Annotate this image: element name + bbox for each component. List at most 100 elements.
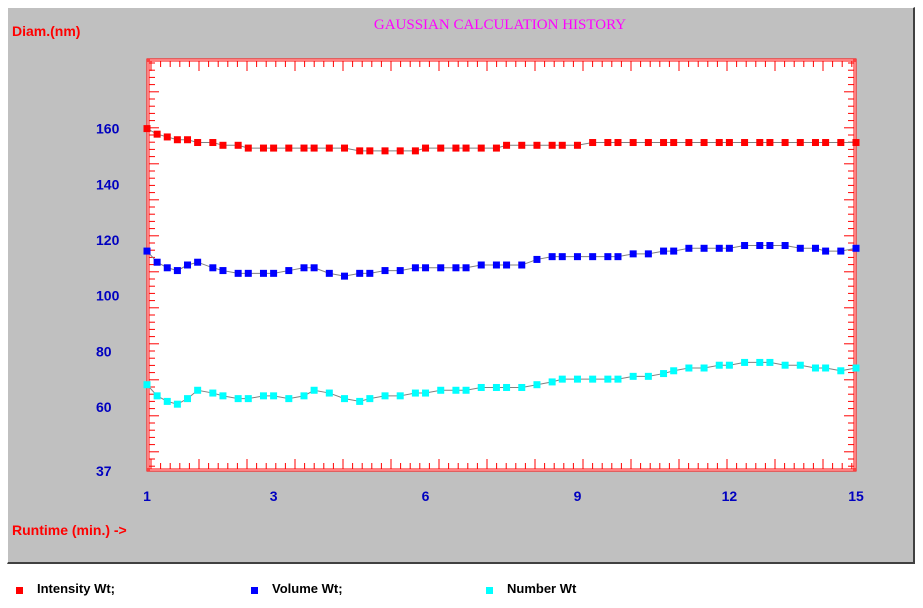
legend-swatch-number <box>486 586 493 594</box>
data-point <box>685 364 693 372</box>
data-point <box>811 364 819 372</box>
data-point <box>766 358 774 366</box>
data-point <box>163 264 171 272</box>
data-point <box>492 261 500 269</box>
data-point <box>573 375 581 383</box>
data-point <box>492 383 500 391</box>
data-point <box>644 250 652 258</box>
data-point <box>796 244 804 252</box>
data-point <box>356 269 364 277</box>
data-point <box>837 247 845 255</box>
data-point <box>741 139 749 147</box>
x-axis-label: Runtime (min.) -> <box>12 522 127 538</box>
data-point <box>411 264 419 272</box>
data-point <box>285 267 293 275</box>
data-point <box>219 141 227 149</box>
data-point <box>852 244 860 252</box>
y-tick-label: 100 <box>96 288 120 304</box>
data-point <box>700 139 708 147</box>
data-point <box>437 386 445 394</box>
data-point <box>781 242 789 250</box>
data-point <box>518 261 526 269</box>
data-point <box>300 144 308 152</box>
data-point <box>194 139 202 147</box>
data-point <box>219 392 227 400</box>
data-point <box>366 269 374 277</box>
data-point <box>685 139 693 147</box>
data-point <box>300 392 308 400</box>
x-tick-label: 3 <box>270 488 278 504</box>
data-point <box>533 255 541 263</box>
data-point <box>725 244 733 252</box>
data-point <box>589 139 597 147</box>
data-point <box>411 147 419 155</box>
chart: 37 60 80 100 120 140 160 1 3 6 9 12 15 GAUSSIAN CALC… <box>12 17 864 538</box>
data-point <box>310 144 318 152</box>
data-point <box>209 264 217 272</box>
data-point <box>629 250 637 258</box>
data-point <box>143 381 151 389</box>
data-point <box>143 125 151 133</box>
data-point <box>477 144 485 152</box>
data-point <box>244 144 252 152</box>
data-point <box>796 361 804 369</box>
data-point <box>194 258 202 266</box>
data-point <box>660 370 668 378</box>
data-point <box>173 136 181 144</box>
data-point <box>811 139 819 147</box>
data-point <box>822 139 830 147</box>
data-point <box>533 141 541 149</box>
data-point <box>381 392 389 400</box>
x-tick-label: 9 <box>574 488 582 504</box>
data-point <box>766 139 774 147</box>
data-point <box>194 386 202 394</box>
legend-label-volume: Volume Wt; <box>272 580 343 596</box>
y-tick-label: 60 <box>96 399 112 415</box>
data-point <box>558 375 566 383</box>
data-point <box>396 267 404 275</box>
data-point <box>715 244 723 252</box>
data-point <box>548 141 556 149</box>
data-point <box>492 144 500 152</box>
data-point <box>437 144 445 152</box>
data-point <box>234 141 242 149</box>
x-tick-label: 12 <box>722 488 738 504</box>
data-point <box>503 141 511 149</box>
data-point <box>184 136 192 144</box>
data-point <box>644 139 652 147</box>
legend-label-number: Number Wt <box>507 580 577 596</box>
data-point <box>381 147 389 155</box>
data-point <box>163 133 171 141</box>
data-point <box>341 144 349 152</box>
data-point <box>341 272 349 280</box>
data-point <box>852 139 860 147</box>
data-point <box>614 375 622 383</box>
x-tick-label: 6 <box>422 488 430 504</box>
data-point <box>259 144 267 152</box>
data-point <box>781 139 789 147</box>
data-point <box>244 269 252 277</box>
data-point <box>209 389 217 397</box>
data-point <box>422 264 430 272</box>
data-point <box>153 392 161 400</box>
data-point <box>234 395 242 403</box>
y-tick-label: 37 <box>96 463 112 479</box>
x-tick-label: 15 <box>848 488 864 504</box>
data-point <box>725 139 733 147</box>
data-point <box>300 264 308 272</box>
data-point <box>381 267 389 275</box>
data-point <box>411 389 419 397</box>
data-point <box>715 361 723 369</box>
data-point <box>796 139 804 147</box>
data-point <box>604 139 612 147</box>
data-point <box>270 392 278 400</box>
data-point <box>741 242 749 250</box>
data-point <box>270 269 278 277</box>
y-tick-label: 160 <box>96 121 120 137</box>
data-point <box>604 253 612 261</box>
y-axis-label: Diam.(nm) <box>12 23 80 39</box>
data-point <box>573 253 581 261</box>
data-point <box>259 392 267 400</box>
data-point <box>153 130 161 138</box>
data-point <box>219 267 227 275</box>
